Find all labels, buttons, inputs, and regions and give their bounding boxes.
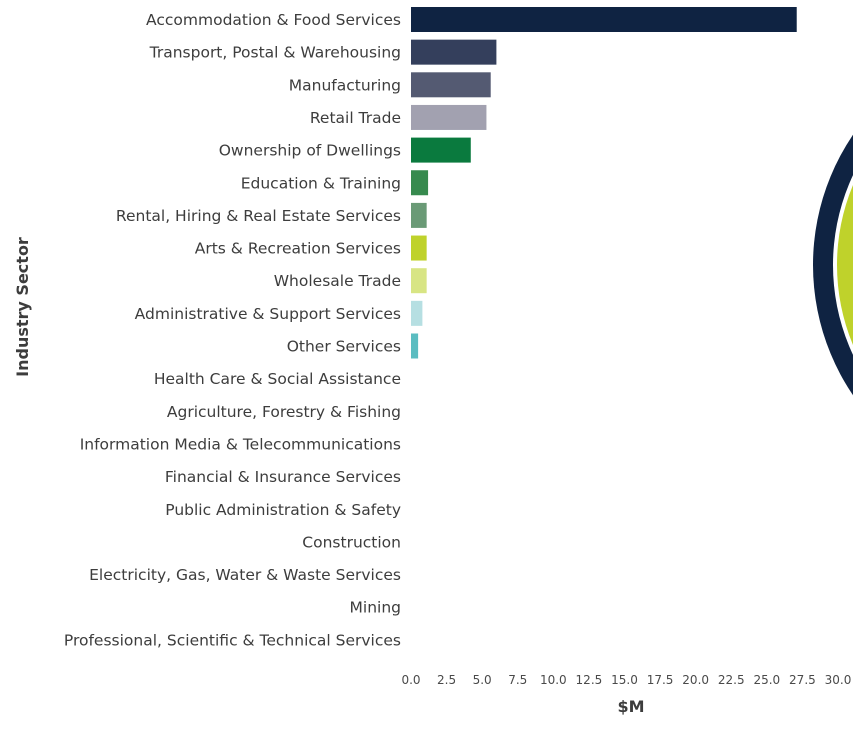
bar xyxy=(411,235,427,261)
bar xyxy=(411,104,487,130)
x-tick-label: 0.0 xyxy=(401,673,420,687)
category-label: Mining xyxy=(350,599,401,617)
category-label: Administrative & Support Services xyxy=(135,305,401,323)
category-label: Ownership of Dwellings xyxy=(219,142,401,160)
category-label: Construction xyxy=(302,533,401,551)
bar xyxy=(411,39,497,65)
x-tick-label: 22.5 xyxy=(718,673,745,687)
bar xyxy=(411,137,471,163)
bar xyxy=(411,268,427,294)
category-label: Financial & Insurance Services xyxy=(165,468,401,486)
x-tick-label: 27.5 xyxy=(789,673,816,687)
bar xyxy=(411,170,429,196)
x-tick-label: 30.0 xyxy=(825,673,852,687)
bars-group xyxy=(411,7,797,359)
bar xyxy=(411,72,491,98)
category-label: Electricity, Gas, Water & Waste Services xyxy=(89,566,401,584)
category-labels: Accommodation & Food Services Transport, … xyxy=(64,11,401,649)
x-tick-labels: 0.0 2.5 5.0 7.5 10.0 12.5 15.0 17.5 20.0 22.5 25.0… xyxy=(401,673,851,687)
category-label: Public Administration & Safety xyxy=(165,501,401,519)
category-label: Health Care & Social Assistance xyxy=(154,370,401,388)
category-label: Other Services xyxy=(287,338,401,356)
x-tick-label: 25.0 xyxy=(753,673,780,687)
category-label: Transport, Postal & Warehousing xyxy=(149,44,401,62)
x-tick-label: 15.0 xyxy=(611,673,638,687)
ring-inner xyxy=(837,185,853,345)
decorative-ring-graphic xyxy=(813,134,853,396)
category-label: Professional, Scientific & Technical Ser… xyxy=(64,631,401,649)
bar xyxy=(411,333,419,359)
x-tick-label: 20.0 xyxy=(682,673,709,687)
x-tick-label: 2.5 xyxy=(437,673,456,687)
category-label: Information Media & Telecommunications xyxy=(80,435,401,453)
category-label: Rental, Hiring & Real Estate Services xyxy=(116,207,401,225)
category-label: Manufacturing xyxy=(289,76,401,94)
y-axis-title: Industry Sector xyxy=(13,237,32,377)
x-tick-label: 7.5 xyxy=(508,673,527,687)
bar xyxy=(411,7,797,32)
category-label: Education & Training xyxy=(241,174,401,192)
category-label: Agriculture, Forestry & Fishing xyxy=(167,403,401,421)
x-tick-label: 5.0 xyxy=(473,673,492,687)
x-axis-title: $M xyxy=(617,697,644,716)
category-label: Wholesale Trade xyxy=(274,272,401,290)
x-tick-label: 17.5 xyxy=(647,673,674,687)
x-tick-label: 10.0 xyxy=(540,673,567,687)
category-label: Retail Trade xyxy=(310,109,401,127)
x-tick-label: 12.5 xyxy=(576,673,603,687)
bar xyxy=(411,202,427,228)
category-label: Arts & Recreation Services xyxy=(195,240,401,258)
category-label: Accommodation & Food Services xyxy=(146,11,401,29)
bar xyxy=(411,300,423,326)
